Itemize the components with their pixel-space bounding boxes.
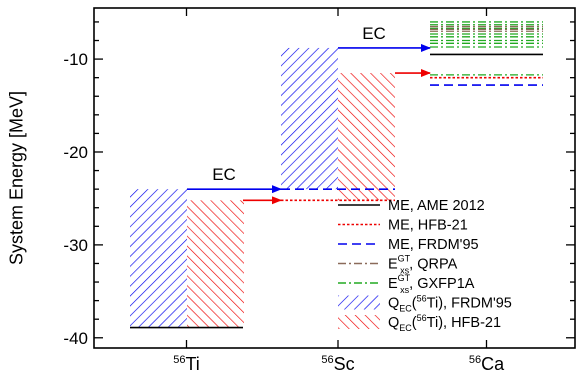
x-tick-label-1: 56Sc: [321, 354, 354, 373]
y-tick-label-1: -20: [63, 143, 88, 162]
x-tick-label-mass: 56: [321, 354, 333, 366]
legend-text-sub: EC: [399, 323, 412, 333]
y-tick-label-3: -40: [63, 329, 88, 348]
q-ec-range-3: [338, 73, 395, 201]
legend-text-sub: EC: [399, 304, 412, 314]
legend-label-0: ME, AME 2012: [388, 198, 485, 214]
x-tick-label-mass: 56: [469, 354, 481, 366]
ec-label-0: EC: [212, 165, 236, 184]
legend-text-main: Q: [388, 296, 399, 312]
legend-text-paren-main: Ti: [427, 315, 439, 331]
plot-frame: [93, 7, 576, 349]
legend-label-3: EGT xs, QRPA: [388, 254, 458, 276]
legend-text-rest: , QRPA: [409, 257, 457, 273]
legend-text-paren-open: (: [412, 296, 417, 312]
legend-text-sup: GT: [398, 254, 411, 264]
legend-text-main: E: [388, 257, 398, 273]
legend-text: ME, HFB-21: [388, 218, 468, 234]
legend-swatch-5: [338, 295, 380, 310]
legend-swatch-6: [338, 315, 380, 329]
legend-label-5: QEC(56Ti), FRDM'95: [388, 294, 512, 314]
legend-text-sub: xs: [400, 266, 410, 276]
x-tick-label-2: 56Ca: [469, 354, 505, 373]
q-ec-range-0: [130, 189, 187, 328]
legend-text-main: Q: [388, 315, 399, 331]
legend-text-paren-main: Ti: [427, 296, 439, 312]
legend-text-paren-sup: 56: [417, 294, 427, 304]
x-tick-label-symbol: Sc: [334, 354, 355, 373]
legend-label-6: QEC(56Ti), HFB-21: [388, 313, 501, 333]
legend-text-paren-open: (: [412, 315, 417, 331]
ec-label-2: EC: [362, 24, 386, 43]
y-tick-label-0: -10: [63, 50, 88, 69]
legend-text-sub: xs: [400, 285, 410, 295]
legend-label-1: ME, HFB-21: [388, 218, 468, 234]
legend-text-main: E: [388, 276, 398, 292]
legend-text-rest: ), FRDM'95: [438, 296, 512, 312]
x-tick-label-0: 56Ti: [173, 354, 200, 373]
legend-label-2: ME, FRDM'95: [388, 237, 479, 253]
legend-label-4: EGT xs, GXFP1A: [388, 273, 475, 295]
y-tick-label-2: -30: [63, 236, 88, 255]
legend-text-rest: , GXFP1A: [409, 276, 475, 292]
legend-text-rest: ), HFB-21: [438, 315, 501, 331]
x-tick-label-symbol: Ca: [481, 354, 505, 373]
x-tick-label-symbol: Ti: [185, 354, 199, 373]
legend-text-sup: GT: [398, 273, 411, 283]
legend-text-paren-sup: 56: [417, 313, 427, 323]
legend-text: ME, FRDM'95: [388, 237, 479, 253]
x-tick-label-mass: 56: [173, 354, 185, 366]
plot-area: EC EC: [130, 21, 543, 329]
q-ec-range-1: [187, 200, 244, 328]
legend-text: ME, AME 2012: [388, 198, 485, 214]
q-ec-range-2: [281, 47, 338, 190]
